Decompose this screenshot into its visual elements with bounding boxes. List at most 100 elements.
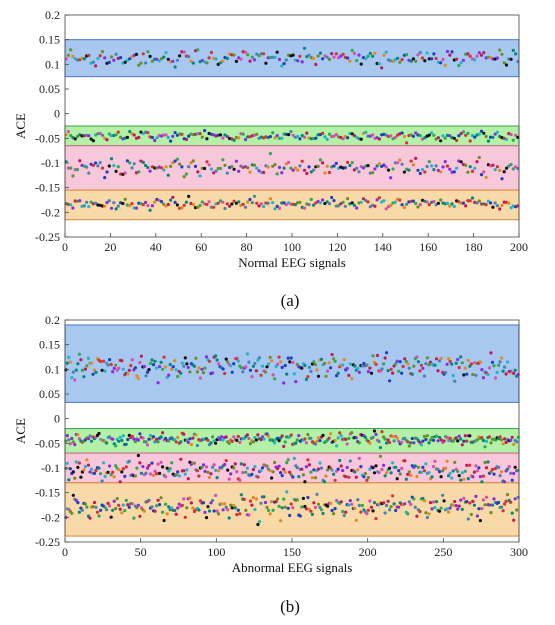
- data-point: [265, 365, 269, 369]
- data-point: [441, 57, 445, 62]
- data-point: [247, 436, 251, 441]
- data-point: [466, 52, 470, 56]
- data-point: [176, 470, 180, 474]
- data-point: [255, 166, 259, 170]
- data-point: [224, 505, 228, 509]
- y-tick-label: 0: [54, 107, 60, 121]
- data-point: [498, 168, 502, 173]
- data-point: [427, 203, 431, 207]
- data-point: [483, 503, 487, 507]
- data-point: [141, 52, 145, 56]
- data-point: [395, 477, 399, 481]
- data-point: [441, 134, 445, 138]
- data-point: [120, 511, 124, 515]
- data-point: [89, 467, 94, 471]
- data-point: [422, 434, 426, 438]
- data-point: [302, 168, 307, 172]
- data-point: [512, 371, 516, 375]
- data-point: [451, 503, 455, 507]
- data-point: [427, 471, 431, 475]
- data-point: [282, 381, 286, 385]
- data-point: [271, 373, 275, 377]
- data-point: [283, 470, 287, 474]
- data-point: [369, 505, 374, 509]
- data-point: [460, 471, 464, 475]
- data-point: [68, 442, 72, 446]
- data-point: [112, 366, 116, 370]
- data-point: [466, 517, 470, 521]
- data-point: [150, 59, 154, 63]
- data-point: [405, 52, 409, 57]
- data-point: [201, 501, 206, 505]
- data-point: [232, 167, 236, 171]
- data-point: [350, 377, 354, 381]
- data-point: [214, 57, 218, 61]
- data-point: [492, 364, 496, 368]
- data-point: [396, 56, 400, 61]
- data-point: [198, 203, 202, 208]
- data-point: [427, 512, 431, 516]
- data-point: [434, 357, 439, 361]
- data-point: [235, 438, 239, 442]
- data-point: [300, 467, 304, 471]
- data-point: [305, 171, 309, 176]
- data-point: [386, 168, 391, 172]
- data-point: [334, 132, 338, 137]
- data-point: [271, 508, 275, 512]
- data-point: [416, 53, 420, 57]
- data-point: [103, 474, 107, 479]
- data-point: [424, 511, 428, 515]
- data-point: [439, 139, 443, 143]
- data-point: [409, 441, 413, 445]
- data-point: [388, 466, 392, 470]
- data-point: [205, 202, 209, 207]
- data-point: [184, 172, 188, 176]
- data-point: [226, 360, 230, 364]
- data-point: [109, 515, 113, 519]
- y-tick-label: -0.25: [35, 535, 60, 549]
- data-point: [452, 136, 456, 140]
- data-point: [74, 498, 78, 502]
- data-point: [310, 476, 314, 480]
- data-point: [209, 501, 213, 505]
- data-point: [270, 476, 274, 480]
- data-point: [411, 134, 415, 138]
- data-point: [221, 438, 225, 442]
- data-point: [223, 133, 227, 137]
- data-point: [286, 506, 290, 510]
- data-point: [371, 54, 375, 58]
- data-point: [431, 500, 436, 504]
- data-point: [254, 438, 258, 442]
- data-point: [114, 52, 118, 56]
- data-point: [128, 57, 132, 61]
- data-point: [480, 480, 484, 484]
- data-point: [71, 54, 75, 59]
- data-point: [398, 158, 402, 162]
- data-point: [105, 508, 109, 512]
- data-point: [368, 366, 372, 370]
- data-point: [393, 161, 397, 165]
- data-point: [94, 468, 98, 472]
- data-point: [347, 436, 351, 440]
- data-point: [259, 202, 263, 206]
- data-point: [439, 356, 443, 360]
- data-point: [262, 437, 266, 441]
- data-point: [191, 202, 195, 207]
- data-point: [385, 351, 389, 355]
- data-point: [325, 164, 329, 168]
- data-point: [321, 511, 325, 516]
- data-point: [314, 136, 318, 140]
- data-point: [144, 440, 148, 444]
- data-point: [287, 133, 291, 137]
- data-point: [275, 172, 279, 176]
- data-point: [484, 175, 488, 179]
- data-point: [241, 132, 245, 136]
- data-point: [173, 131, 177, 135]
- data-point: [99, 359, 103, 364]
- data-point: [416, 360, 420, 364]
- data-point: [463, 434, 467, 438]
- data-point: [243, 50, 248, 54]
- data-point: [262, 52, 266, 56]
- data-point: [312, 203, 316, 207]
- data-point: [207, 359, 212, 363]
